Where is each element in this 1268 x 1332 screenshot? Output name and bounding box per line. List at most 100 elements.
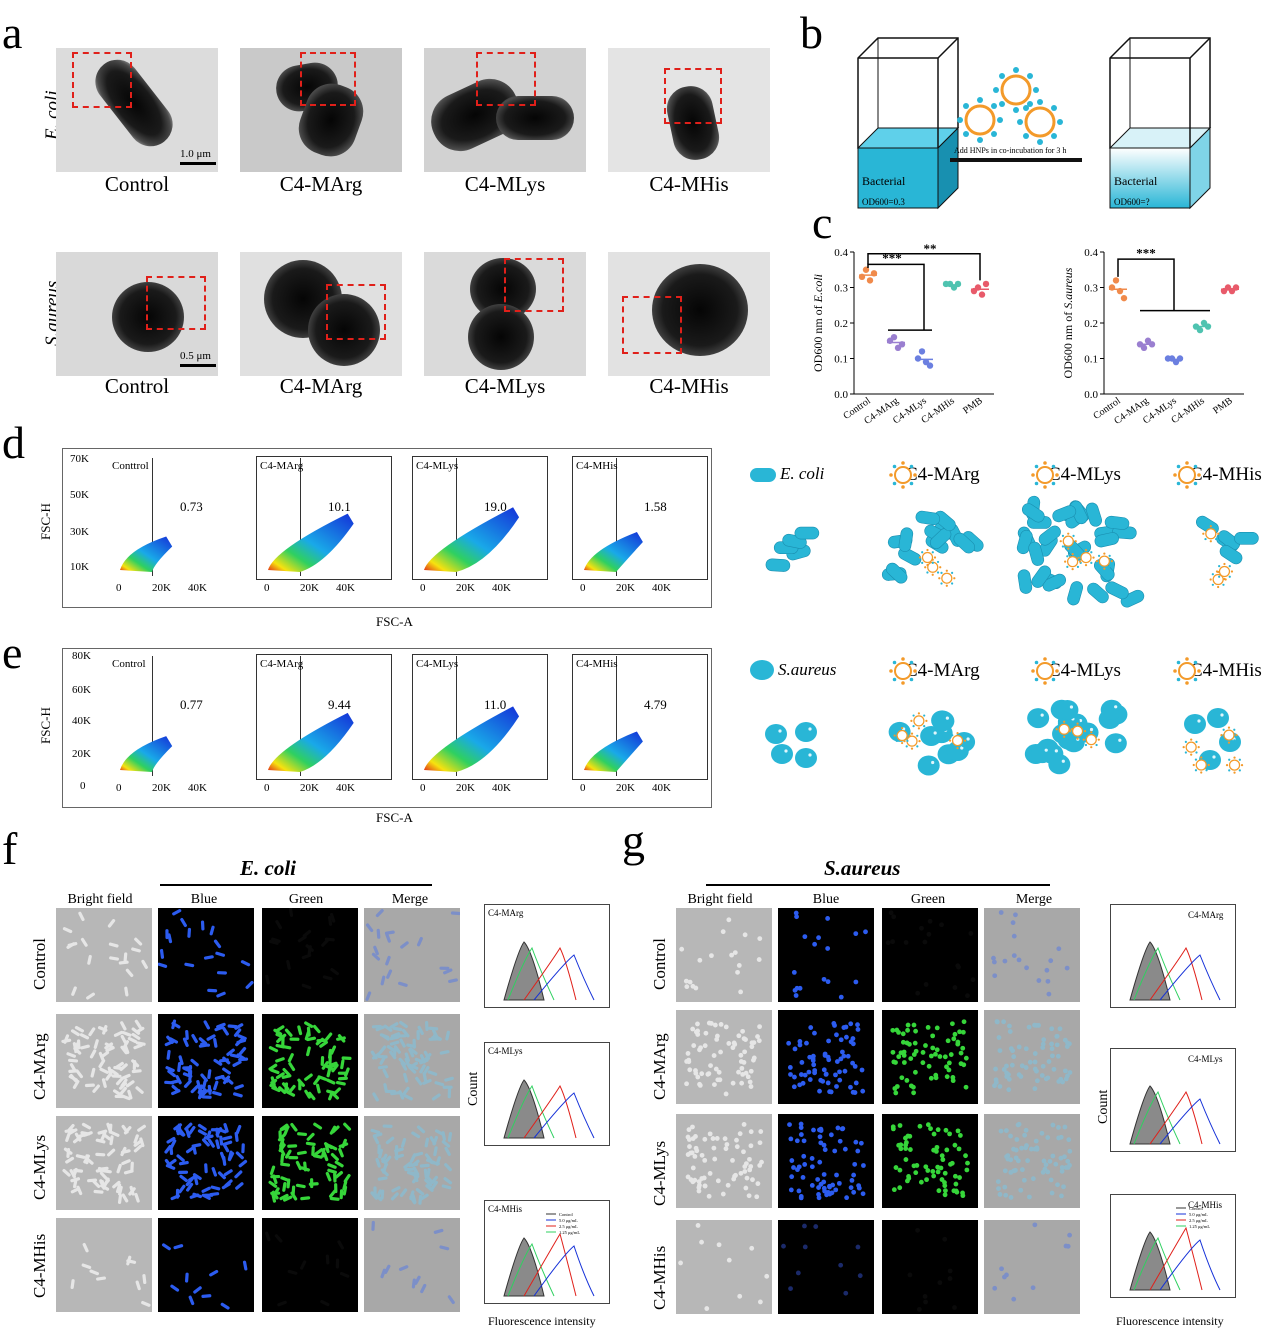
flow-xtick: 20K (300, 782, 319, 794)
data-point (978, 291, 986, 298)
tem-saureus-marg (240, 252, 402, 376)
panel-label-f: f (2, 823, 18, 874)
flow-xtick: 40K (188, 782, 207, 794)
flow-gate-value: 0.77 (180, 697, 203, 713)
tem-ecoli-marg (240, 48, 402, 172)
nanoparticle-icon (1031, 657, 1059, 685)
flow-xtick: 0 (264, 582, 270, 594)
f-micrograph-r2-bright (56, 1116, 152, 1210)
f-row-mlys: C4-MLys (30, 1134, 49, 1200)
density-plot (268, 712, 354, 772)
density-plot (584, 531, 643, 572)
flow-xtick: 0 (580, 782, 586, 794)
f-micrograph-r2-green (262, 1116, 358, 1210)
ecoli-rod (1042, 573, 1066, 592)
histogram-legend-item: 1.25 μg/mL (559, 1230, 580, 1235)
panel-label-c: c (812, 197, 833, 248)
ecoli-rod (1085, 502, 1102, 527)
histogram-legend-item: Control (1189, 1206, 1204, 1211)
histogram-curves (1129, 941, 1221, 1001)
ytick-label: 0.4 (834, 247, 848, 259)
flow-e-ylabel: FSC-H (38, 707, 53, 744)
ecoli-rod (1017, 569, 1033, 594)
data-point (890, 334, 898, 341)
ecoli-rod (898, 547, 922, 566)
histogram-name: C4-MLys (1188, 1054, 1223, 1064)
g-row-control: Control (650, 938, 669, 990)
flow-gate-value: 1.58 (644, 498, 667, 514)
f-micrograph-r2-merge (364, 1116, 460, 1210)
saureus-coccus (920, 725, 943, 746)
flow-e-ytick-60k: 60K (72, 684, 91, 696)
legend-e-marg: C4-MArg (905, 660, 980, 681)
flow-plot-name: C4-MHis (576, 658, 618, 670)
saureus-coccus (1056, 699, 1079, 720)
ytick-label: 0.1 (1084, 354, 1098, 366)
flow-xtick: 40K (652, 782, 671, 794)
cube-left-label: Bacterial (862, 174, 906, 188)
flow-plot-name: Control (112, 658, 146, 670)
flow-gate-value: 10.1 (328, 498, 351, 514)
g-col-merge: Merge (1015, 892, 1053, 907)
nanoparticle-icon (1182, 738, 1200, 756)
nanoparticle-icon (918, 548, 937, 567)
nanoparticle-icon (1059, 532, 1077, 550)
saureus-coccus (765, 724, 787, 744)
g-micrograph-r0-merge (984, 908, 1080, 1002)
panel-label-e: e (2, 627, 23, 678)
ecoli-rod (1021, 503, 1045, 523)
cube-right-od: OD600=? (1114, 197, 1150, 207)
flow-plot-name: C4-MHis (576, 460, 618, 472)
saureus-coccus (1207, 708, 1229, 728)
tem-saureus-mlys (424, 252, 586, 376)
chart-ylabel: OD600 nm of S.aureus (1061, 267, 1075, 378)
saureus-coccus (1100, 699, 1123, 720)
legend-e-mhis: C4-MHis (1190, 660, 1262, 681)
nanoparticle-icon (1064, 552, 1082, 571)
ecoli-rod (885, 562, 908, 584)
flow-xtick: 20K (456, 582, 475, 594)
g-row-marg: C4-MArg (650, 1033, 669, 1100)
panel-b-schematic (856, 37, 1212, 210)
f-micrograph-r0-green (262, 908, 358, 1002)
flow-e-ytick-0: 0 (80, 780, 86, 792)
nanoparticle-icon (889, 657, 917, 685)
f-col-blue: Blue (190, 892, 218, 907)
flow-xtick: 40K (336, 782, 355, 794)
flow-xtick: 0 (420, 782, 426, 794)
data-point (954, 280, 962, 288)
ytick-label: 0.0 (834, 389, 848, 401)
nanoparticle-group (957, 67, 1063, 145)
f-col-merge: Merge (391, 892, 429, 907)
f-row-mhis: C4-MHis (30, 1233, 49, 1298)
ecoli-rod (1217, 530, 1241, 551)
flow-xtick: 0 (116, 582, 122, 594)
f-row-marg: C4-MArg (30, 1033, 49, 1100)
flow-gate-value: 0.73 (180, 498, 203, 514)
g-micrograph-r3-blue (778, 1220, 874, 1314)
flow-plot-name: C4-MArg (260, 658, 304, 670)
cube-right (1108, 37, 1212, 210)
flow-xtick: 40K (188, 582, 207, 594)
f-micrograph-r0-merge (364, 908, 460, 1002)
f-micrograph-r0-blue (158, 908, 254, 1002)
f-micrograph-r3-bright (56, 1218, 152, 1312)
flow-xtick: 0 (116, 782, 122, 794)
flow-plot-name: C4-MLys (416, 460, 459, 472)
ecoli-rod (1234, 531, 1259, 545)
flow-xtick: 20K (300, 582, 319, 594)
data-point (1112, 277, 1120, 284)
panel_f-histogram-2 (484, 1200, 610, 1304)
ecoli-rod (765, 558, 791, 572)
sig-bracket (1117, 258, 1210, 312)
f-micrograph-r0-bright (56, 908, 152, 1002)
g-row-mhis: C4-MHis (650, 1245, 669, 1310)
category-label: PMB (1211, 395, 1235, 416)
caption-saureus-marg: C4-MArg (279, 374, 363, 398)
ytick-label: 0.0 (1084, 389, 1098, 401)
panel-label-a: a (2, 7, 23, 58)
histogram-name: C4-MHis (1188, 1200, 1223, 1210)
scale-label-ecoli: 1.0 μm (180, 148, 211, 160)
histogram-legend-item: 1.25 μg/mL (1189, 1224, 1210, 1229)
